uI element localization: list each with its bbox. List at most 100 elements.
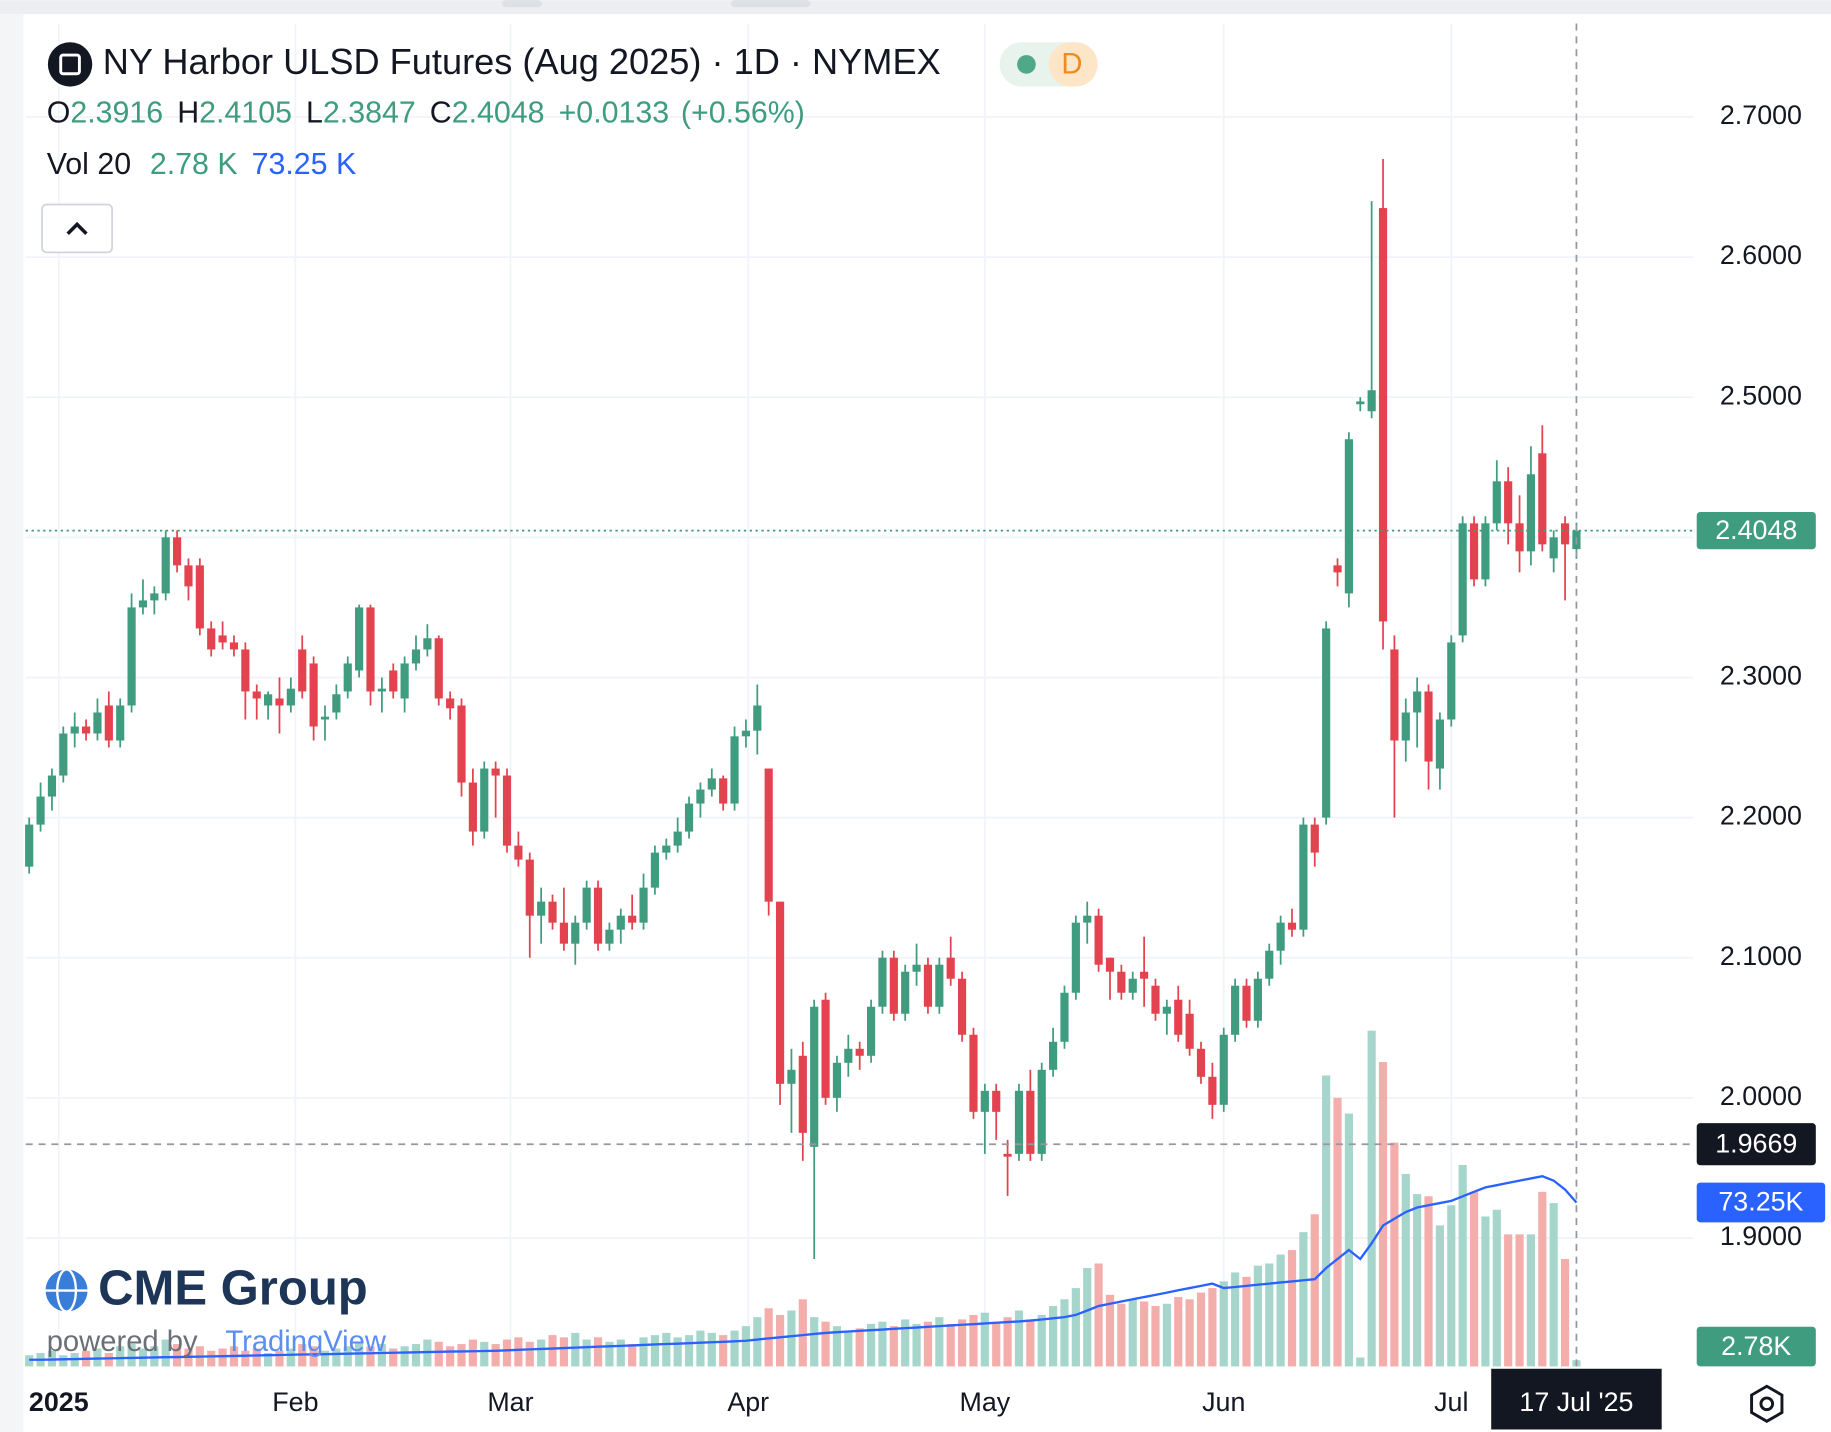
volume-bar — [1128, 1299, 1137, 1367]
settings-icon[interactable] — [1750, 1384, 1784, 1423]
volume-bar — [1526, 1234, 1536, 1367]
candle-body — [980, 1090, 989, 1112]
volume-bar — [411, 1344, 421, 1367]
volume-name: Vol 20 — [47, 148, 131, 181]
candle-body — [1105, 957, 1115, 972]
last-price-box — [1696, 511, 1816, 550]
volume-value: 2.78 K — [150, 148, 238, 181]
x-tick-label: Feb — [272, 1387, 318, 1417]
header: NY Harbor ULSD Futures (Aug 2025) · 1D ·… — [41, 41, 1098, 254]
ohlc-key: C — [430, 97, 452, 130]
y-tick-label: 2.7000 — [1720, 100, 1802, 130]
candle-body — [1219, 1034, 1228, 1105]
volume-layer — [25, 1030, 1581, 1367]
candle-body — [25, 824, 34, 867]
volume-bar — [1458, 1164, 1467, 1367]
candle-body — [332, 694, 341, 713]
candle-body — [901, 971, 910, 1014]
candle-body — [571, 922, 580, 944]
candle-body — [161, 537, 170, 594]
volume-bar — [1014, 1310, 1024, 1367]
crosshair-date-label: 17 Jul '25 — [1519, 1387, 1633, 1417]
volume-bar — [958, 1319, 967, 1367]
volume-bar — [116, 1346, 125, 1367]
x-tick-label: Jul — [1434, 1387, 1468, 1417]
volume-bar — [502, 1339, 512, 1367]
candle-body — [1469, 523, 1479, 580]
volume-bar — [866, 1323, 876, 1367]
symbol-icon — [47, 42, 93, 87]
candle-body — [639, 887, 648, 923]
volume-bar — [1049, 1305, 1058, 1367]
candle-body — [525, 859, 534, 916]
volume-legend: Vol 20 2.78 K 73.25 K — [47, 148, 357, 181]
candle-body — [958, 978, 967, 1035]
candle-body — [184, 565, 193, 587]
candle-body — [1538, 453, 1547, 545]
x-tick-label: 2025 — [29, 1387, 89, 1417]
volume-bar — [1390, 1142, 1399, 1367]
candle-body — [1026, 1090, 1035, 1154]
candle-body — [264, 694, 273, 706]
volume-bar — [332, 1348, 341, 1367]
y-tick-label: 2.1000 — [1720, 941, 1802, 971]
x-tick-label: May — [959, 1387, 1010, 1417]
volume-bar — [264, 1352, 273, 1367]
volume-bar — [1185, 1299, 1194, 1367]
candle-body — [173, 537, 182, 566]
candle-body — [1185, 1013, 1194, 1049]
collapse-button[interactable] — [41, 203, 113, 254]
volume-bar — [1481, 1216, 1490, 1367]
candle-body — [1435, 719, 1445, 769]
volume-bar — [1037, 1314, 1046, 1367]
candle-body — [628, 915, 637, 923]
candle-body — [59, 733, 68, 776]
candle-body — [1140, 971, 1149, 979]
volume-box — [1696, 1326, 1816, 1367]
candle-body — [1037, 1069, 1046, 1154]
candle-body — [1322, 628, 1331, 818]
volume-bar — [1344, 1113, 1353, 1367]
volume-bar — [1378, 1062, 1388, 1367]
settings-dot — [1759, 1396, 1775, 1412]
volume-bar — [1424, 1196, 1433, 1367]
candle-body — [1299, 824, 1308, 930]
tab-stub — [502, 0, 542, 8]
volume-bar — [104, 1352, 113, 1367]
candle-body — [1253, 978, 1262, 1021]
candle-body — [1049, 1041, 1058, 1070]
volume-bar — [1242, 1276, 1251, 1367]
ohlc-value: 2.3847 — [323, 97, 416, 130]
candle-body — [104, 705, 113, 741]
candle-body — [844, 1048, 853, 1063]
candle-body — [696, 789, 705, 804]
volume-bar — [593, 1337, 603, 1367]
badge-label: D — [1061, 48, 1082, 80]
volume-bar — [889, 1326, 898, 1367]
volume-bar — [1162, 1303, 1171, 1367]
candle-body — [1424, 691, 1433, 762]
candle-body — [537, 901, 546, 916]
candle-body — [775, 901, 785, 1084]
candle-body — [1447, 642, 1456, 720]
candle-body — [468, 782, 477, 832]
volume-bar — [275, 1350, 284, 1367]
candle-body — [1174, 999, 1183, 1035]
ohlc-value: 2.4048 — [452, 97, 545, 130]
candle-body — [218, 635, 227, 643]
volume-bar — [605, 1341, 614, 1367]
volume-bar — [946, 1323, 955, 1367]
candle-body — [298, 649, 307, 692]
volume-bar — [1492, 1209, 1501, 1367]
volume-bar — [1219, 1281, 1228, 1367]
symbol-glyph — [59, 53, 81, 76]
candle-body — [1413, 691, 1422, 713]
volume-bar — [992, 1321, 1001, 1367]
volume-bar — [1401, 1173, 1410, 1367]
volume-bar — [1071, 1288, 1080, 1367]
volume-bar — [1140, 1301, 1149, 1367]
volume-bar — [980, 1312, 989, 1367]
candle-body — [343, 663, 352, 692]
candle-body — [400, 663, 409, 699]
